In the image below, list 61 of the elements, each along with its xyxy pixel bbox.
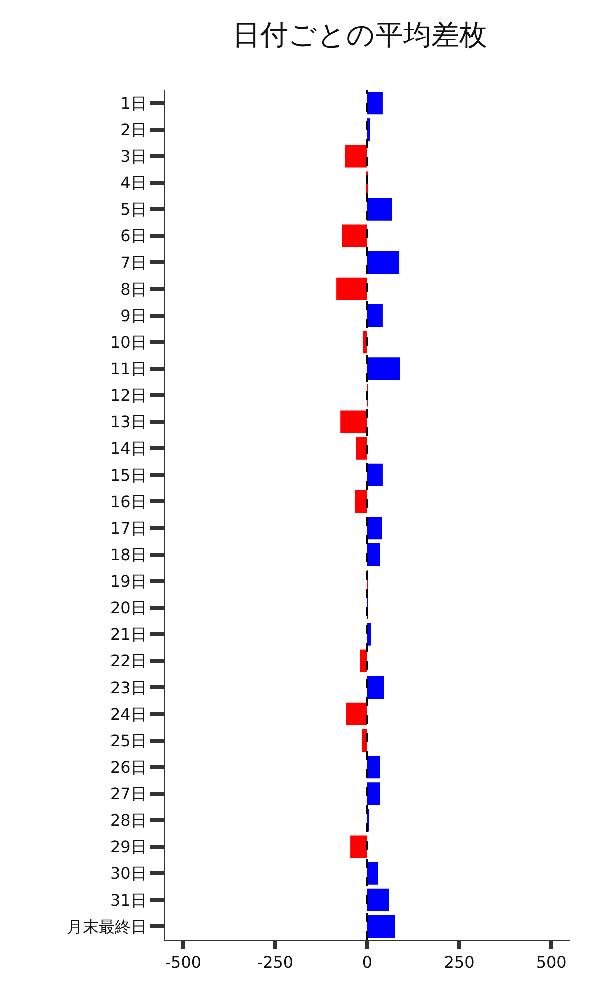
y-tick-label: 28日 bbox=[110, 811, 147, 830]
y-tick-label: 3日 bbox=[120, 147, 147, 166]
y-tick-label: 29日 bbox=[110, 838, 147, 857]
bar bbox=[342, 224, 368, 248]
x-tick-label: -250 bbox=[257, 953, 294, 972]
y-tick-label: 30日 bbox=[110, 864, 147, 884]
y-tick-label: 7日 bbox=[120, 253, 147, 272]
y-tick-label: 31日 bbox=[110, 890, 147, 910]
y-tick-label: 23日 bbox=[110, 678, 147, 698]
bar bbox=[368, 198, 392, 221]
bar bbox=[360, 650, 368, 672]
x-tick-label: 500 bbox=[536, 953, 567, 972]
bar bbox=[336, 278, 368, 301]
bar bbox=[368, 304, 383, 328]
bar bbox=[368, 756, 380, 779]
bar bbox=[345, 145, 368, 168]
bar bbox=[350, 836, 368, 858]
y-tick-label: 19日 bbox=[110, 572, 147, 592]
y-tick-label: 18日 bbox=[110, 545, 147, 564]
chart-title: 日付ごとの平均差枚 bbox=[232, 18, 488, 52]
bar bbox=[368, 358, 400, 380]
y-tick-label: 22日 bbox=[110, 652, 147, 671]
y-tick-label: 25日 bbox=[110, 731, 147, 750]
bar bbox=[355, 490, 368, 514]
bar bbox=[368, 862, 378, 885]
y-tick-label: 16日 bbox=[110, 492, 147, 512]
x-tick-label: 250 bbox=[444, 953, 475, 972]
y-tick-label: 20日 bbox=[110, 598, 147, 618]
y-tick-label: 1日 bbox=[120, 94, 147, 113]
y-tick-label: 6日 bbox=[120, 226, 147, 246]
bar bbox=[346, 702, 368, 726]
y-tick-label: 15日 bbox=[110, 466, 147, 485]
x-tick-label: 0 bbox=[362, 953, 373, 972]
bar bbox=[340, 410, 368, 434]
y-tick-label: 14日 bbox=[110, 439, 147, 458]
bar bbox=[356, 437, 368, 460]
y-tick-label: 月末最終日 bbox=[66, 917, 147, 936]
y-tick-label: 9日 bbox=[120, 306, 147, 326]
y-tick-label: 8日 bbox=[120, 280, 147, 299]
y-tick-label: 12日 bbox=[110, 386, 147, 406]
y-tick-label: 24日 bbox=[110, 704, 147, 724]
y-tick-label: 21日 bbox=[110, 625, 147, 644]
y-tick-label: 11日 bbox=[110, 360, 147, 379]
bar bbox=[368, 888, 390, 912]
y-tick-label: 13日 bbox=[110, 412, 147, 432]
bar bbox=[368, 782, 380, 806]
x-tick-label: -500 bbox=[165, 953, 202, 972]
bar bbox=[368, 251, 400, 274]
bar bbox=[368, 915, 396, 938]
bar bbox=[368, 676, 384, 699]
bar bbox=[368, 92, 383, 115]
y-tick-label: 27日 bbox=[110, 784, 147, 804]
y-tick-label: 17日 bbox=[110, 518, 147, 538]
bar bbox=[368, 544, 380, 566]
y-tick-label: 2日 bbox=[120, 120, 147, 140]
y-tick-label: 5日 bbox=[120, 200, 147, 220]
bar bbox=[368, 464, 383, 486]
bar bbox=[368, 516, 382, 540]
y-tick-label: 26日 bbox=[110, 758, 147, 777]
y-tick-label: 10日 bbox=[110, 332, 147, 352]
y-tick-label: 4日 bbox=[120, 174, 147, 193]
